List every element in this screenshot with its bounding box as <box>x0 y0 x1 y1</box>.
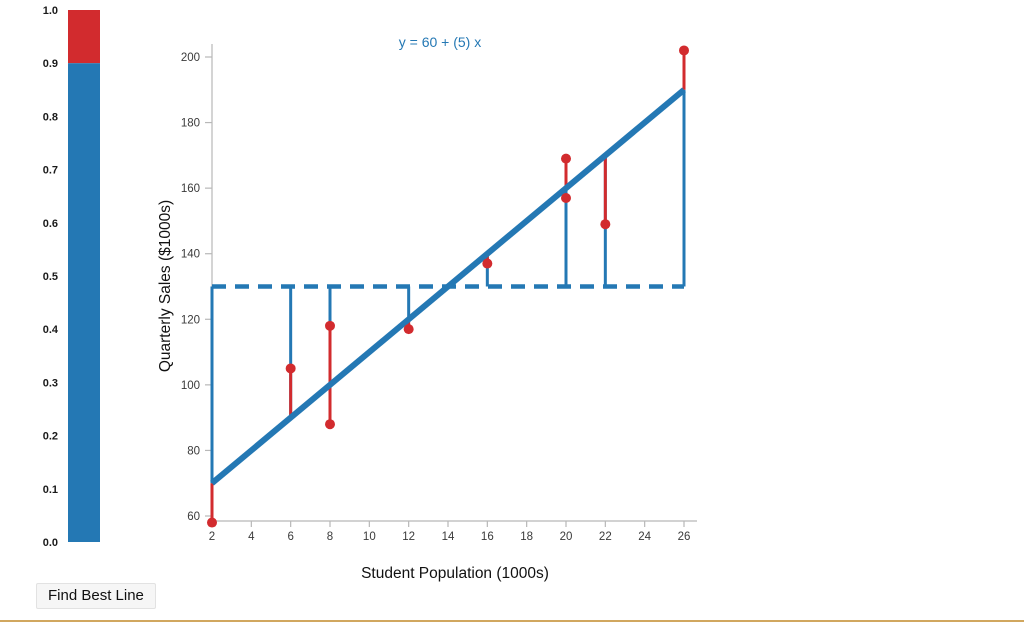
x-axis-title: Student Population (1000s) <box>361 565 549 582</box>
data-point <box>561 153 571 164</box>
data-point <box>561 192 571 203</box>
find-best-line-button[interactable]: Find Best Line <box>36 583 156 609</box>
data-point <box>482 258 493 269</box>
gauge-tick-label: 0.2 <box>43 431 58 443</box>
equation-label: y = 60 + (5) x <box>399 34 481 50</box>
y-tick-label: 140 <box>181 249 200 261</box>
gauge-tick-label: 0.7 <box>43 165 58 177</box>
gauge-tick-label: 0.1 <box>43 484 58 496</box>
y-tick-label: 120 <box>181 314 200 326</box>
data-point <box>325 419 335 430</box>
x-tick-label: 18 <box>520 531 533 543</box>
y-tick-label: 160 <box>181 183 200 195</box>
x-tick-label: 10 <box>363 531 376 543</box>
x-tick-label: 2 <box>209 531 215 543</box>
x-tick-label: 12 <box>402 531 415 543</box>
gauge-tick-label: 0.0 <box>43 537 58 549</box>
gauge-tick-label: 0.5 <box>43 271 58 283</box>
gauge-tick-label: 0.9 <box>43 58 58 70</box>
data-point <box>679 45 689 56</box>
bottom-divider <box>0 620 1024 622</box>
data-point <box>207 517 217 528</box>
x-tick-label: 16 <box>481 531 494 543</box>
y-tick-label: 100 <box>181 380 200 392</box>
x-tick-label: 24 <box>638 531 651 543</box>
x-tick-label: 20 <box>560 531 573 543</box>
y-tick-label: 60 <box>187 511 200 523</box>
gauge-tick-label: 0.6 <box>43 218 58 230</box>
data-point <box>325 320 335 331</box>
variance-gauge: 1.0 0.9 0.8 0.7 0.6 0.5 0.4 0.3 0.2 0.1 0.0 <box>43 5 100 549</box>
x-tick-label: 26 <box>678 531 691 543</box>
explained-variance-bar <box>68 63 100 542</box>
regression-line[interactable] <box>210 87 686 486</box>
gauge-tick-label: 0.8 <box>43 111 58 123</box>
gauge-tick-label: 0.3 <box>43 377 58 389</box>
x-tick-label: 22 <box>599 531 612 543</box>
x-tick-label: 8 <box>327 531 333 543</box>
gauge-tick-label: 0.4 <box>43 324 59 336</box>
unexplained-variance-bar <box>68 10 100 64</box>
gauge-tick-label: 1.0 <box>43 5 58 17</box>
data-point <box>285 363 296 374</box>
y-tick-label: 80 <box>187 445 200 457</box>
data-point <box>403 324 414 335</box>
x-tick-label: 4 <box>248 531 255 543</box>
x-tick-label: 6 <box>287 531 293 543</box>
data-point <box>600 219 611 230</box>
x-tick-label: 14 <box>442 531 455 543</box>
y-tick-label: 200 <box>181 52 200 64</box>
y-axis-title: Quarterly Sales ($1000s) <box>157 200 174 372</box>
y-tick-label: 180 <box>181 118 200 130</box>
